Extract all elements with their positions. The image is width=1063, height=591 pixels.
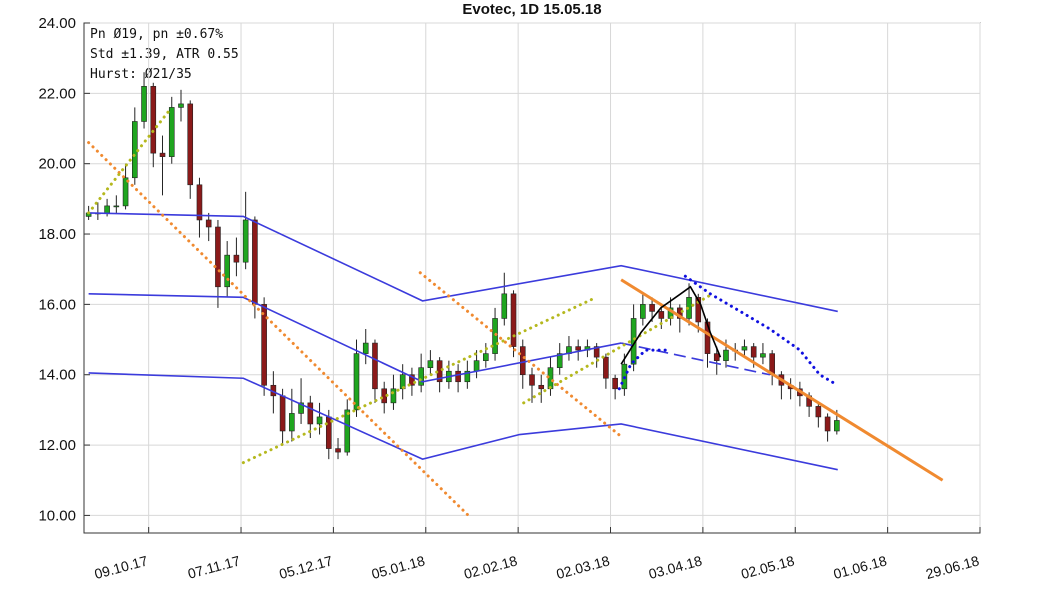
- candle-body: [492, 318, 498, 354]
- candle-body: [141, 86, 147, 122]
- candle-body: [556, 353, 563, 368]
- candle-body: [612, 377, 618, 390]
- candle-body: [741, 346, 748, 351]
- x-tick-label: 05.01.18: [370, 552, 427, 582]
- overlay-line: [88, 212, 838, 313]
- candle-body: [483, 353, 489, 361]
- candle-body: [815, 406, 822, 418]
- candle-body: [187, 103, 194, 186]
- candle-body: [205, 219, 212, 228]
- candle-body: [723, 349, 729, 361]
- candle-body: [418, 367, 424, 386]
- x-tick-label: 05.12.17: [277, 552, 334, 582]
- candle-body: [168, 107, 175, 157]
- candle-body: [113, 205, 120, 208]
- y-tick-label: 16.00: [38, 296, 76, 313]
- candle-body: [760, 353, 766, 358]
- annotation: Pn Ø19, pn ±0.67%: [90, 27, 223, 42]
- candle-body: [150, 86, 157, 154]
- candle-body: [122, 177, 129, 207]
- candle-body: [159, 152, 166, 157]
- candle-body: [547, 367, 554, 390]
- candle-body: [649, 304, 655, 312]
- candle-body: [344, 409, 351, 453]
- candle-body: [704, 321, 711, 354]
- chart-title: Evotec, 1D 15.05.18: [462, 1, 601, 18]
- overlay-line: [87, 141, 472, 519]
- candle-body: [353, 353, 360, 411]
- candle-body: [713, 353, 720, 361]
- candle-body: [658, 311, 665, 319]
- overlay-line: [620, 278, 944, 482]
- candle-body: [510, 293, 517, 347]
- candle-body: [464, 370, 471, 383]
- y-tick-label: 10.00: [38, 507, 76, 524]
- overlay-line: [241, 295, 598, 465]
- candle-body: [178, 103, 184, 108]
- x-tick-label: 03.04.18: [647, 552, 704, 582]
- x-tick-label: 01.06.18: [832, 552, 889, 582]
- candle-body: [233, 254, 240, 263]
- candle-body: [409, 374, 415, 386]
- y-tick-label: 12.00: [38, 437, 76, 454]
- candle-body: [307, 402, 314, 425]
- overlay-line: [620, 285, 722, 365]
- candle-body: [261, 304, 267, 386]
- x-tick-label: 29.06.18: [924, 552, 981, 582]
- overlay-line: [522, 292, 715, 405]
- overlay-line: [418, 271, 625, 440]
- candle-body: [335, 448, 341, 453]
- annotation: Std ±1.39, ATR 0.55: [90, 47, 239, 62]
- overlay-line: [620, 342, 771, 376]
- candle-body: [372, 342, 378, 390]
- candle-body: [242, 219, 249, 263]
- candle-body: [316, 416, 323, 425]
- overlay-line: [88, 293, 622, 383]
- candle-body: [824, 416, 831, 432]
- candles: [85, 72, 840, 460]
- x-tick-label: 02.05.18: [739, 552, 796, 582]
- overlay-line: [617, 274, 840, 391]
- candle-body: [289, 413, 295, 432]
- x-tick-label: 07.11.17: [186, 552, 242, 581]
- candle-body: [132, 121, 138, 179]
- candle-body: [196, 184, 203, 221]
- x-tick-label: 02.02.18: [462, 552, 519, 582]
- y-tick-label: 22.00: [38, 85, 76, 102]
- candle-body: [252, 219, 258, 305]
- candle-body: [575, 346, 581, 351]
- candle-body: [750, 346, 757, 358]
- candle-body: [390, 388, 397, 404]
- candle-body: [455, 370, 461, 383]
- candle-body: [298, 402, 304, 414]
- annotation: Hurst: Ø21/35: [90, 67, 192, 82]
- candle-body: [640, 304, 646, 319]
- candle-body: [519, 346, 526, 376]
- plot-area: [83, 22, 981, 534]
- candle-body: [501, 293, 508, 319]
- candle-body: [224, 254, 230, 288]
- candle-body: [593, 346, 600, 358]
- grid: [84, 22, 981, 533]
- overlay-line: [88, 372, 838, 471]
- candle-body: [834, 420, 840, 432]
- candle-body: [538, 384, 545, 390]
- y-tick-label: 18.00: [38, 226, 76, 243]
- candle-body: [362, 342, 369, 354]
- candle-body: [695, 297, 702, 323]
- y-tick-label: 24.00: [38, 15, 76, 32]
- x-tick-label: 02.03.18: [555, 552, 612, 582]
- y-tick-label: 14.00: [38, 367, 76, 384]
- candle-body: [104, 205, 110, 214]
- x-tick-label: 09.10.17: [93, 552, 150, 582]
- candle-body: [603, 356, 609, 379]
- candle-body: [279, 395, 286, 432]
- candle-body: [529, 374, 535, 386]
- y-tick-label: 20.00: [38, 156, 76, 173]
- candle-body: [427, 360, 434, 368]
- candle-body: [215, 226, 221, 288]
- candle-body: [473, 360, 480, 372]
